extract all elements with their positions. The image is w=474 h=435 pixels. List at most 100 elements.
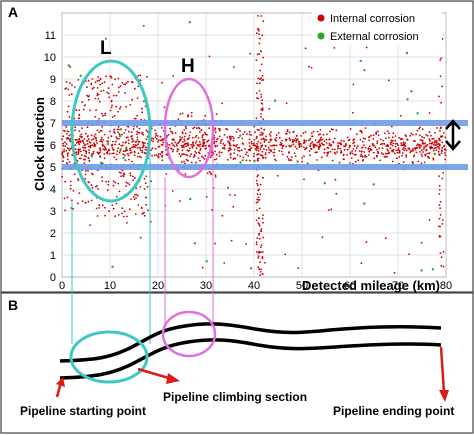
internal-corrosion-point bbox=[417, 143, 419, 146]
internal-corrosion-point bbox=[392, 148, 395, 151]
internal-corrosion-point bbox=[206, 172, 209, 175]
internal-corrosion-point bbox=[191, 136, 194, 139]
internal-corrosion-point bbox=[90, 83, 93, 86]
internal-corrosion-point bbox=[127, 142, 130, 145]
internal-corrosion-point bbox=[187, 159, 189, 162]
internal-corrosion-point bbox=[108, 210, 110, 213]
internal-corrosion-point bbox=[91, 87, 94, 90]
internal-corrosion-point bbox=[381, 142, 384, 145]
pipeline-ellipse-H bbox=[161, 310, 217, 358]
internal-corrosion-point bbox=[275, 134, 278, 137]
internal-corrosion-point bbox=[436, 141, 438, 144]
internal-corrosion-point bbox=[395, 157, 398, 160]
internal-corrosion-point bbox=[444, 152, 446, 154]
internal-corrosion-point bbox=[196, 127, 198, 130]
internal-corrosion-point bbox=[71, 154, 74, 157]
internal-corrosion-point bbox=[310, 142, 312, 145]
internal-corrosion-point bbox=[72, 189, 75, 192]
internal-corrosion-point bbox=[116, 137, 118, 140]
internal-corrosion-point bbox=[300, 145, 303, 148]
internal-corrosion-point bbox=[234, 157, 237, 160]
internal-corrosion-point bbox=[112, 207, 115, 210]
internal-corrosion-point bbox=[231, 136, 234, 138]
climb-arrowhead-icon bbox=[166, 373, 180, 384]
internal-corrosion-point bbox=[101, 176, 103, 179]
internal-corrosion-point bbox=[388, 132, 390, 135]
internal-corrosion-point bbox=[292, 131, 295, 134]
internal-corrosion-point bbox=[214, 242, 217, 245]
internal-corrosion-point bbox=[207, 139, 210, 142]
internal-corrosion-point bbox=[226, 136, 229, 139]
internal-corrosion-point bbox=[188, 149, 191, 152]
internal-corrosion-point bbox=[85, 155, 87, 158]
internal-corrosion-point bbox=[223, 147, 226, 150]
internal-corrosion-point bbox=[260, 133, 263, 136]
internal-corrosion-point bbox=[273, 144, 275, 146]
internal-corrosion-point bbox=[111, 147, 114, 149]
x-tick-label: 80 bbox=[440, 280, 452, 292]
internal-corrosion-point bbox=[268, 141, 270, 144]
internal-corrosion-point bbox=[162, 141, 165, 144]
internal-corrosion-point bbox=[398, 137, 401, 139]
internal-corrosion-point bbox=[65, 143, 68, 145]
internal-corrosion-point bbox=[257, 222, 260, 225]
internal-corrosion-point bbox=[405, 156, 408, 158]
internal-corrosion-point bbox=[270, 145, 272, 147]
internal-corrosion-point bbox=[179, 113, 182, 115]
internal-corrosion-point bbox=[260, 154, 263, 157]
internal-corrosion-point bbox=[186, 154, 189, 157]
internal-corrosion-point bbox=[112, 149, 115, 152]
internal-corrosion-point bbox=[293, 152, 296, 155]
internal-corrosion-point bbox=[428, 138, 431, 141]
internal-corrosion-point bbox=[87, 145, 90, 148]
internal-corrosion-point bbox=[384, 155, 387, 158]
internal-corrosion-point bbox=[407, 147, 410, 150]
internal-corrosion-point bbox=[359, 129, 362, 132]
internal-corrosion-point bbox=[254, 148, 257, 150]
internal-corrosion-point bbox=[132, 140, 135, 142]
internal-corrosion-point bbox=[309, 137, 312, 140]
internal-corrosion-point bbox=[358, 150, 361, 153]
internal-corrosion-point bbox=[438, 189, 441, 191]
internal-corrosion-point bbox=[157, 155, 159, 158]
internal-corrosion-point bbox=[442, 265, 445, 268]
internal-corrosion-point bbox=[101, 204, 104, 207]
internal-corrosion-point bbox=[336, 151, 338, 153]
internal-corrosion-point bbox=[102, 114, 104, 117]
internal-corrosion-point bbox=[83, 138, 86, 140]
internal-corrosion-point bbox=[253, 155, 255, 158]
internal-corrosion-point bbox=[104, 206, 106, 209]
internal-corrosion-point bbox=[393, 271, 396, 274]
internal-corrosion-point bbox=[438, 217, 441, 220]
internal-corrosion-point bbox=[171, 142, 173, 145]
internal-corrosion-point bbox=[235, 131, 238, 133]
internal-corrosion-point bbox=[351, 150, 354, 152]
internal-corrosion-point bbox=[130, 131, 133, 134]
internal-corrosion-point bbox=[226, 158, 229, 161]
internal-corrosion-point bbox=[438, 153, 440, 156]
internal-corrosion-point bbox=[201, 155, 203, 158]
internal-corrosion-point bbox=[171, 131, 174, 134]
internal-corrosion-point bbox=[405, 154, 408, 157]
internal-corrosion-point bbox=[368, 150, 371, 152]
internal-corrosion-point bbox=[390, 139, 393, 142]
internal-corrosion-point bbox=[257, 196, 260, 199]
internal-corrosion-point bbox=[223, 262, 226, 264]
internal-corrosion-point bbox=[124, 83, 126, 86]
internal-corrosion-point bbox=[205, 147, 208, 150]
internal-corrosion-point bbox=[257, 257, 260, 259]
internal-corrosion-point bbox=[135, 197, 138, 199]
internal-corrosion-point bbox=[111, 116, 114, 118]
internal-corrosion-point bbox=[118, 107, 121, 110]
external-corrosion-point bbox=[239, 161, 242, 164]
internal-corrosion-point bbox=[64, 180, 66, 183]
internal-corrosion-point bbox=[441, 141, 444, 144]
internal-corrosion-point bbox=[127, 130, 130, 133]
internal-corrosion-point bbox=[259, 261, 261, 264]
internal-corrosion-point bbox=[74, 129, 76, 132]
internal-corrosion-point bbox=[151, 154, 154, 157]
internal-corrosion-point bbox=[185, 153, 188, 156]
internal-corrosion-point bbox=[190, 111, 193, 114]
internal-corrosion-point bbox=[429, 146, 431, 149]
internal-corrosion-point bbox=[294, 155, 297, 158]
